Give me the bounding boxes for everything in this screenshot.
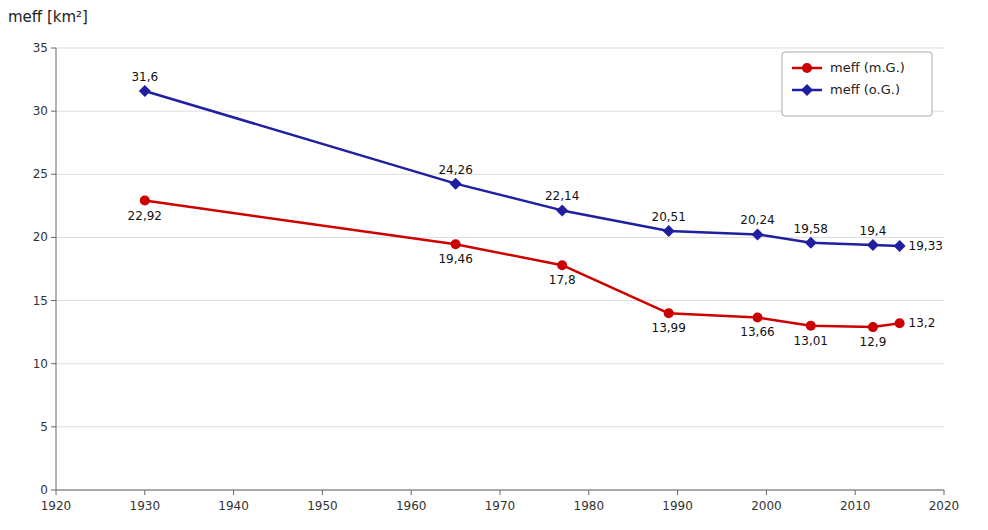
point (140, 196, 150, 206)
x-tick (411, 490, 412, 495)
data-label: 13,99 (652, 321, 686, 335)
y-tick-label: 0 (40, 483, 48, 497)
point (752, 228, 764, 240)
x-tick (322, 490, 323, 495)
legend-label: meff (o.G.) (830, 82, 900, 97)
point (450, 178, 462, 190)
x-tick-label: 2020 (929, 499, 960, 513)
y-tick-label: 15 (33, 294, 48, 308)
y-tick (51, 300, 56, 301)
x-tick (855, 490, 856, 495)
series-line (145, 201, 900, 328)
y-tick (51, 426, 56, 427)
grid-line (56, 300, 944, 301)
data-label: 20,24 (740, 213, 774, 227)
data-label: 17,8 (549, 273, 576, 287)
legend: meff (m.G.) meff (o.G.) (782, 52, 932, 116)
point (867, 239, 879, 251)
x-tick (144, 490, 145, 495)
data-label: 19,4 (860, 224, 887, 238)
point (753, 312, 763, 322)
y-tick-label: 10 (33, 357, 48, 371)
point (894, 240, 906, 252)
data-label: 31,6 (131, 70, 158, 84)
x-tick-label: 2010 (840, 499, 871, 513)
y-axis-line (56, 48, 57, 490)
y-tick (51, 490, 56, 491)
point (868, 322, 878, 332)
x-tick-label: 1980 (574, 499, 605, 513)
data-label: 13,01 (794, 334, 828, 348)
data-label: 19,46 (438, 252, 472, 266)
y-tick (51, 174, 56, 175)
data-label: 19,58 (794, 222, 828, 236)
chart-svg: 0 5 10 15 20 25 30 35 1920 1930 1940 1950 1960 1970 19… (0, 0, 988, 530)
y-tick-label: 5 (40, 420, 48, 434)
data-label: 24,26 (438, 163, 472, 177)
legend-marker (801, 84, 813, 96)
y-tick (51, 111, 56, 112)
point (805, 237, 817, 249)
x-tick (766, 490, 767, 495)
x-tick-label: 1960 (396, 499, 427, 513)
x-tick-label: 1990 (662, 499, 693, 513)
point (806, 321, 816, 331)
data-label: 19,33 (909, 239, 943, 253)
data-label: 13,66 (740, 325, 774, 339)
legend-marker (802, 63, 812, 73)
y-tick-label: 20 (33, 230, 48, 244)
point (895, 318, 905, 328)
grid-line (56, 426, 944, 427)
x-tick-label: 1920 (41, 499, 72, 513)
x-tick (944, 490, 945, 495)
legend-label: meff (m.G.) (830, 60, 905, 75)
data-label: 22,92 (128, 209, 162, 223)
x-tick-label: 2000 (751, 499, 782, 513)
x-tick-label: 1930 (130, 499, 161, 513)
x-tick (56, 490, 57, 495)
y-tick (51, 237, 56, 238)
x-tick-label: 1940 (218, 499, 249, 513)
data-label: 22,14 (545, 189, 579, 203)
x-axis-line (56, 490, 944, 491)
point (139, 85, 151, 97)
point (451, 239, 461, 249)
y-tick (51, 363, 56, 364)
chart-container: 0 5 10 15 20 25 30 35 1920 1930 1940 1950 1960 1970 19… (0, 0, 988, 530)
y-tick-label: 35 (33, 41, 48, 55)
x-tick (588, 490, 589, 495)
y-tick (51, 48, 56, 49)
y-axis-label: meff [km²] (8, 8, 88, 26)
data-label: 13,2 (909, 316, 936, 330)
point (557, 260, 567, 270)
data-label: 20,51 (652, 210, 686, 224)
grid-line (56, 48, 944, 49)
grid-line (56, 174, 944, 175)
point (664, 308, 674, 318)
grid-line (56, 363, 944, 364)
grid-line (56, 490, 944, 491)
y-tick-label: 30 (33, 104, 48, 118)
point (663, 225, 675, 237)
data-layer (139, 85, 906, 332)
data-label: 12,9 (860, 335, 887, 349)
x-tick-label: 1950 (307, 499, 338, 513)
point (556, 204, 568, 216)
x-tick-label: 1970 (485, 499, 516, 513)
x-tick (233, 490, 234, 495)
series (140, 196, 905, 333)
y-tick-label: 25 (33, 167, 48, 181)
x-tick (677, 490, 678, 495)
x-tick (500, 490, 501, 495)
axes: 0 5 10 15 20 25 30 35 1920 1930 1940 1950 1960 1970 19… (33, 41, 960, 513)
legend-box (782, 52, 932, 116)
